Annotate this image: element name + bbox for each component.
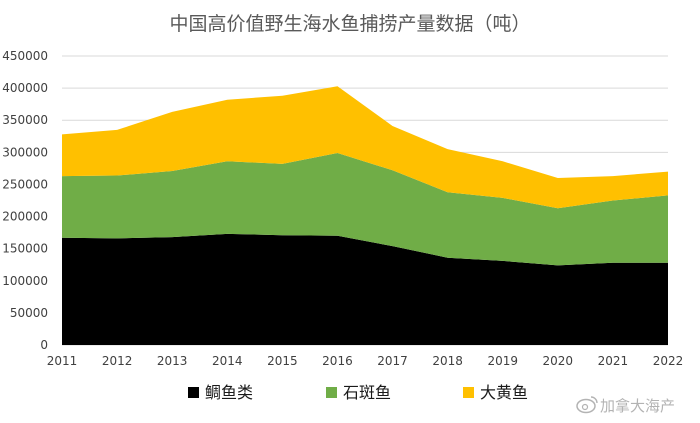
legend-swatch [463,387,474,398]
series-area-1 [62,233,668,345]
x-tick-label: 2011 [47,354,78,368]
weibo-icon [576,396,598,414]
y-tick-label: 450000 [2,49,48,63]
y-tick-label: 350000 [2,113,48,127]
x-tick-label: 2016 [322,354,353,368]
watermark: 加拿大海产 [576,396,675,415]
x-tick-label: 2018 [432,354,463,368]
legend-swatch [326,387,337,398]
legend-label: 石斑鱼 [343,383,391,402]
series-area-3 [62,86,668,209]
chart-title: 中国高价值野生海水鱼捕捞产量数据（吨） [169,13,530,35]
y-tick-label: 250000 [2,177,48,191]
x-tick-label: 2012 [102,354,133,368]
x-tick-label: 2013 [157,354,188,368]
y-tick-label: 50000 [10,306,48,320]
x-axis-ticks: 2011 2012 2013 2014 2015 2016 2017 2018 2019 2020… [47,354,684,368]
x-tick-label: 2015 [267,354,298,368]
legend-label: 鲷鱼类 [205,383,253,402]
legend-label: 大黄鱼 [480,383,528,402]
x-tick-label: 2014 [212,354,243,368]
y-tick-label: 0 [40,338,48,352]
x-tick-label: 2021 [598,354,629,368]
legend-swatch [188,387,199,398]
legend: 鲷鱼类 石斑鱼 大黄鱼 [188,383,528,402]
watermark-text: 加拿大海产 [600,397,675,415]
y-axis-ticks: 0 50000 100000 150000 200000 250000 300000 3500… [2,49,48,352]
x-tick-label: 2022 [653,354,684,368]
y-tick-label: 400000 [2,81,48,95]
y-tick-label: 200000 [2,210,48,224]
x-tick-label: 2017 [377,354,408,368]
x-tick-label: 2020 [543,354,574,368]
series-area-2 [62,153,668,266]
y-tick-label: 300000 [2,145,48,159]
series-areas [62,86,668,345]
y-tick-label: 100000 [2,274,48,288]
x-tick-label: 2019 [487,354,518,368]
y-tick-label: 150000 [2,242,48,256]
